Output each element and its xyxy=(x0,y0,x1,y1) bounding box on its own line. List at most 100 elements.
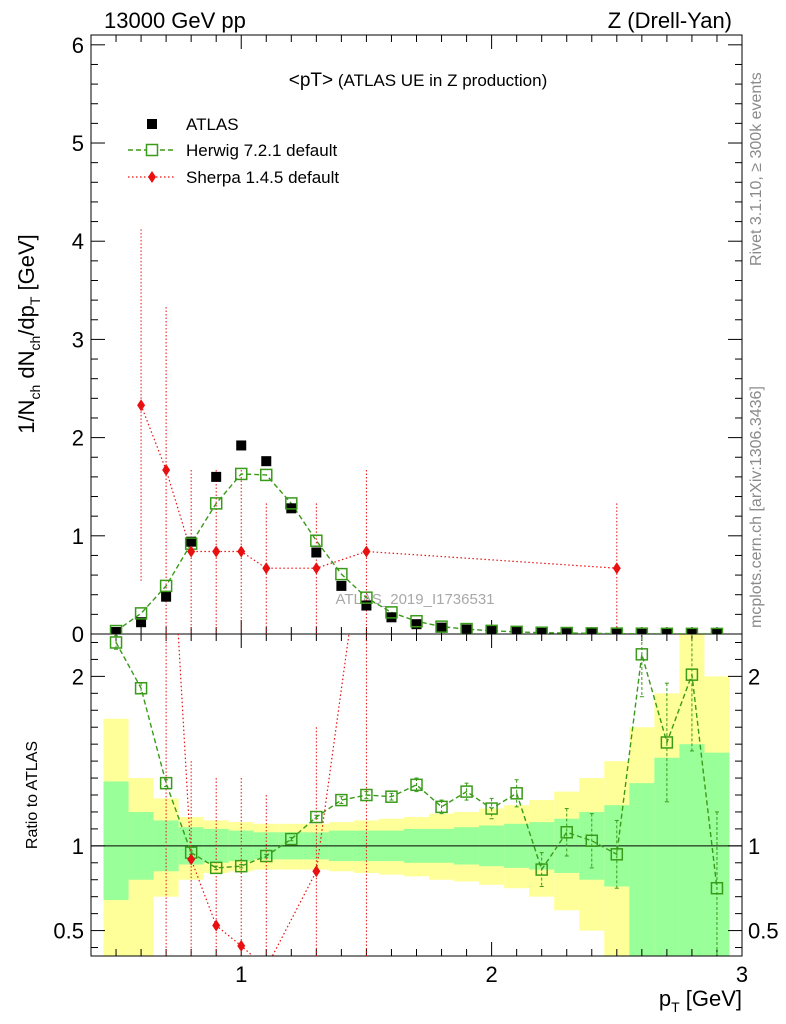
y-axis-label: 1/Nch dNch/dpT [GeV] xyxy=(14,234,43,434)
ratio-sherpa-point xyxy=(187,853,196,866)
sherpa-point xyxy=(262,562,271,575)
atlas-point xyxy=(536,627,547,634)
main-axes: 0 1 2 3 4 5 6 xyxy=(72,33,743,647)
ratio-sherpa-point xyxy=(212,919,221,932)
ratio-y-tick-label: 2 xyxy=(72,664,84,689)
ratio-herwig-point xyxy=(285,832,298,846)
x-tick-label: 2 xyxy=(485,962,497,987)
herwig-point xyxy=(410,614,423,628)
mcplots-label: mcplots.cern.ch [arXiv:1306.3436] xyxy=(748,386,765,628)
ratio-herwig-point xyxy=(610,848,624,861)
atlas-point xyxy=(611,628,622,634)
y-tick-label: 2 xyxy=(72,426,84,451)
legend-label: ATLAS xyxy=(186,115,239,134)
ratio-herwig-point xyxy=(560,826,573,839)
y-tick-label: 4 xyxy=(72,229,84,254)
herwig-point xyxy=(260,468,273,482)
legend: ATLAS Herwig 7.2.1 default Sherpa 1.4.5 de… xyxy=(128,115,339,187)
ratio-herwig-point xyxy=(410,778,423,792)
x-tick-label: 3 xyxy=(736,962,748,987)
herwig-point xyxy=(134,607,148,620)
atlas-point xyxy=(436,622,447,633)
header-right: Z (Drell-Yan) xyxy=(608,8,732,33)
y-tick-label: 5 xyxy=(72,131,84,156)
atlas-point xyxy=(361,600,372,611)
ratio-y-tick-label-right: 1 xyxy=(748,834,760,859)
x-tick-label: 1 xyxy=(235,962,247,987)
herwig-line xyxy=(115,473,717,634)
band-inner-bin xyxy=(679,744,705,956)
ratio-y-tick-label-right: 0.5 xyxy=(748,919,779,944)
sherpa-point xyxy=(362,545,371,558)
legend-herwig-marker xyxy=(145,143,159,157)
atlas-point xyxy=(411,619,422,630)
plot-title-description: (ATLAS UE in Z production) xyxy=(338,71,547,90)
y-tick-label: 0 xyxy=(72,622,84,647)
ratio-herwig-point xyxy=(260,849,273,863)
ratio-herwig-point xyxy=(385,790,398,803)
atlas-point xyxy=(461,624,472,634)
atlas-point xyxy=(186,536,197,547)
atlas-point xyxy=(561,628,572,634)
atlas-point xyxy=(211,471,222,482)
ratio-herwig-point xyxy=(109,636,123,649)
atlas-point xyxy=(636,628,647,634)
legend-sherpa-marker xyxy=(148,171,156,183)
herwig-point xyxy=(285,497,298,510)
ratio-herwig-point xyxy=(234,859,248,873)
ratio-plot-content xyxy=(109,634,724,974)
band-inner-bin xyxy=(654,757,680,956)
atlas-point xyxy=(161,591,172,602)
herwig-point xyxy=(535,626,548,634)
ratio-herwig-point xyxy=(360,788,373,802)
sherpa-point xyxy=(187,545,196,558)
atlas-point xyxy=(511,627,522,634)
ratio-herwig-point xyxy=(485,802,498,815)
sherpa-point xyxy=(162,464,171,477)
herwig-point xyxy=(710,627,724,634)
sherpa-point xyxy=(137,399,146,412)
legend-label: Sherpa 1.4.5 default xyxy=(186,168,339,187)
atlas-point xyxy=(661,628,672,634)
herwig-point xyxy=(660,627,674,634)
watermark: ATLAS_2019_I1736531 xyxy=(335,591,494,608)
ratio-herwig-point xyxy=(710,881,724,895)
atlas-point xyxy=(686,628,697,634)
atlas-point xyxy=(336,580,347,591)
herwig-point xyxy=(234,467,248,481)
herwig-point xyxy=(635,627,649,634)
y-tick-label: 6 xyxy=(72,33,84,58)
ratio-herwig-point xyxy=(585,834,599,848)
herwig-point xyxy=(485,624,498,634)
ratio-sherpa-point xyxy=(262,962,270,974)
legend-label: Herwig 7.2.1 default xyxy=(186,141,337,160)
herwig-point xyxy=(209,497,223,510)
x-axis-label: pT [GeV] xyxy=(659,986,742,1015)
ratio-herwig-point xyxy=(685,668,699,681)
atlas-point xyxy=(261,456,272,467)
ratio-y-tick-label-right: 2 xyxy=(748,664,760,689)
ratio-herwig-point xyxy=(435,800,448,814)
sherpa-point xyxy=(212,545,221,558)
herwig-point xyxy=(360,591,373,604)
rivet-label: Rivet 3.1.10, ≥ 300k events xyxy=(748,72,765,266)
atlas-point xyxy=(711,628,722,634)
legend-atlas-marker xyxy=(147,119,157,129)
ratio-y-axis-label: Ratio to ATLAS xyxy=(24,741,41,849)
ratio-herwig-point xyxy=(310,810,323,824)
ratio-herwig-point xyxy=(460,785,473,798)
ratio-herwig-point xyxy=(134,681,148,695)
ratio-herwig-point xyxy=(159,776,173,790)
atlas-point xyxy=(136,617,147,628)
herwig-point xyxy=(560,626,573,634)
header-left: 13000 GeV pp xyxy=(104,8,246,33)
ratio-bands xyxy=(103,634,730,956)
plot-title: <pT> (ATLAS UE in Z production) xyxy=(289,70,548,91)
plot-title-observable: <pT> xyxy=(289,70,333,91)
y-tick-label: 1 xyxy=(72,524,84,549)
ratio-herwig-point xyxy=(209,861,223,875)
herwig-point xyxy=(109,624,123,634)
band-inner-bin xyxy=(103,781,129,901)
herwig-point xyxy=(310,534,323,547)
